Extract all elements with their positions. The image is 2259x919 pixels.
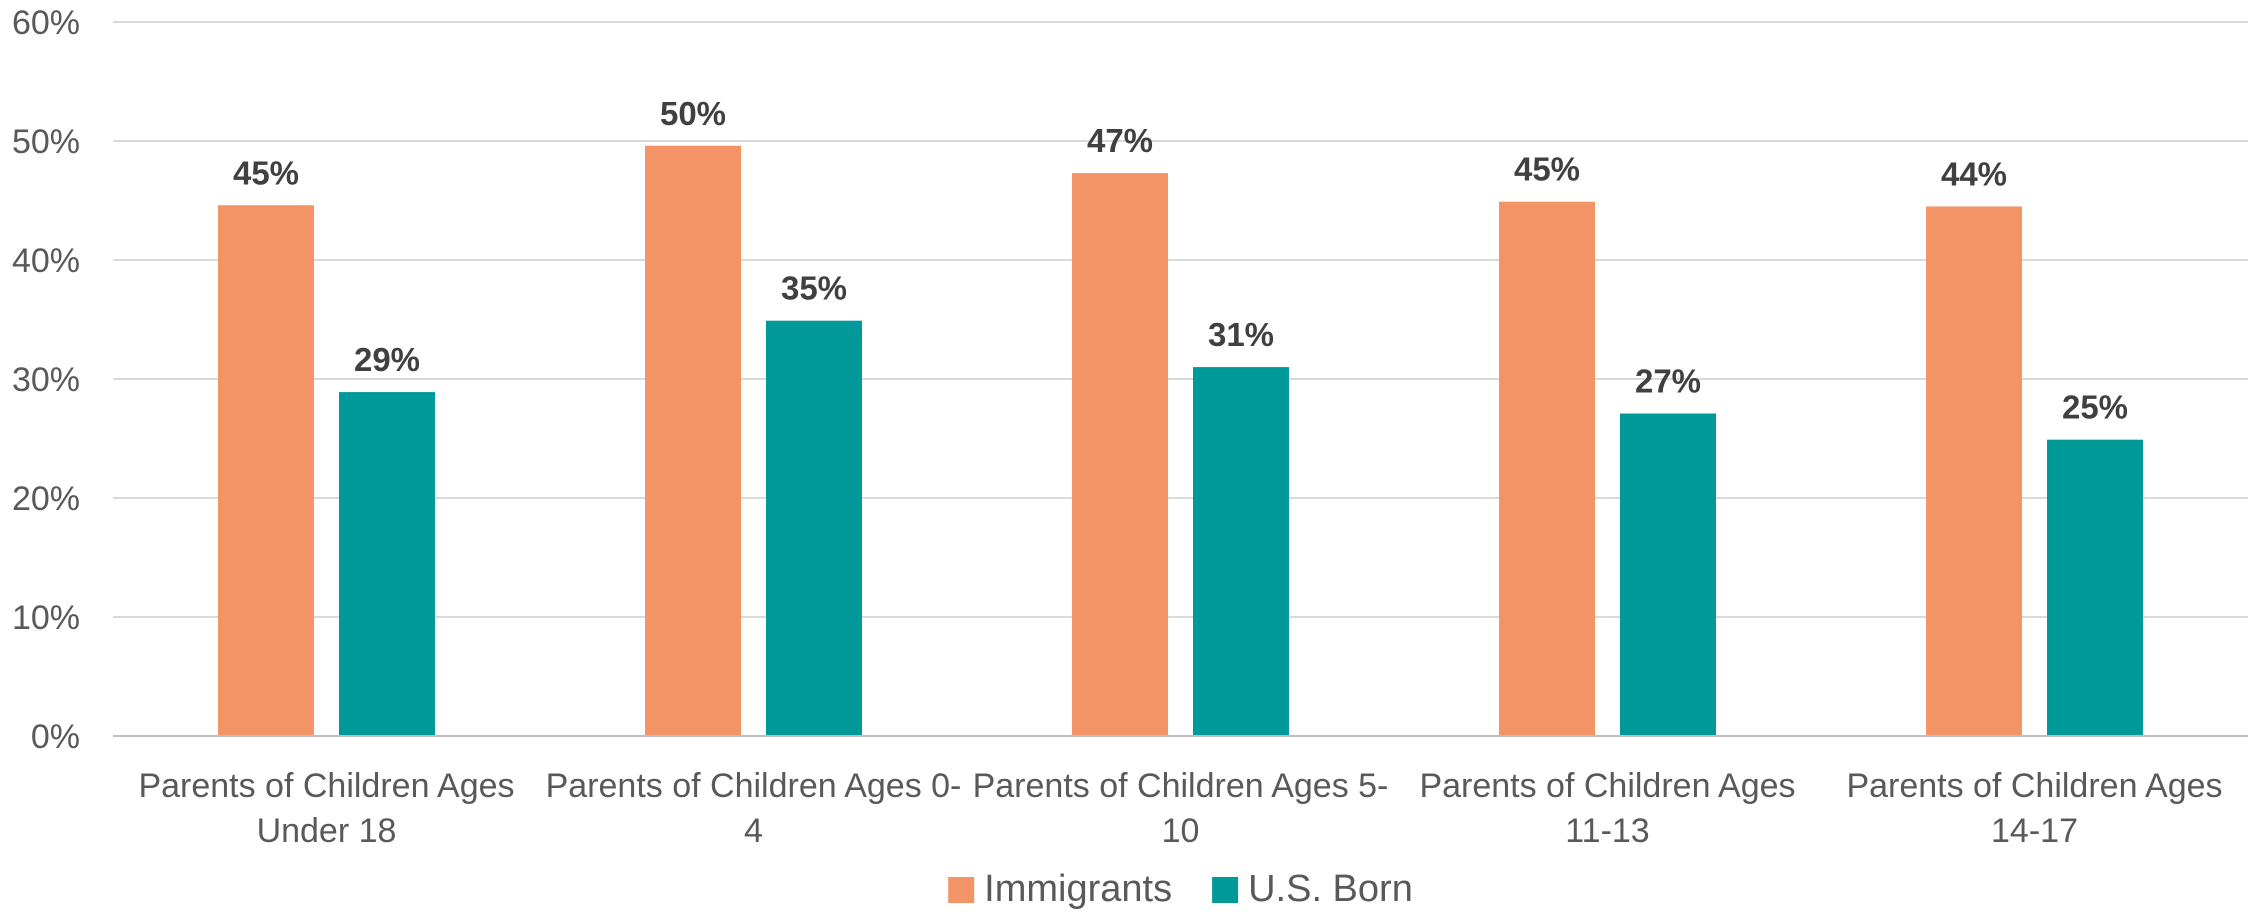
y-tick-label: 30% <box>12 361 80 399</box>
y-tick-label: 10% <box>12 599 80 637</box>
x-tick-label: Parents of Children Ages <box>138 767 514 805</box>
bar-immigrants <box>1926 206 2022 736</box>
legend-label: Immigrants <box>984 868 1172 910</box>
x-tick-label: Under 18 <box>257 812 397 850</box>
data-labels: 45% 29% 50% 35% 47% 31% 45% 27% 44% 25% <box>233 95 2128 426</box>
data-label: 31% <box>1208 316 1274 353</box>
x-axis: Parents of Children Ages Under 18 Parents … <box>113 735 2248 850</box>
bar-immigrants <box>218 205 314 736</box>
bar-immigrants <box>1499 201 1595 736</box>
y-tick-label: 40% <box>12 242 80 280</box>
legend: Immigrants U.S. Born <box>948 868 1413 910</box>
bar-us-born <box>766 320 862 736</box>
bar-us-born <box>2047 439 2143 736</box>
x-tick-label: 14-17 <box>1991 812 2078 850</box>
x-tick-label: Parents of Children Ages 5- <box>973 767 1389 805</box>
y-tick-label: 50% <box>12 123 80 161</box>
data-label: 25% <box>2062 389 2128 426</box>
x-tick-label: 10 <box>1162 812 1200 850</box>
x-tick-label: 11-13 <box>1565 812 1649 850</box>
data-label: 50% <box>660 95 726 132</box>
bar-us-born <box>1620 413 1716 736</box>
legend-swatch <box>948 877 975 903</box>
bar-us-born <box>339 392 435 736</box>
y-tick-label: 60% <box>12 4 80 42</box>
y-tick-label: 0% <box>31 718 80 756</box>
data-label: 44% <box>1941 155 2007 192</box>
y-tick-label: 20% <box>12 480 80 518</box>
data-label: 47% <box>1087 122 1153 159</box>
data-label: 45% <box>233 154 299 191</box>
x-tick-label: Parents of Children Ages <box>1846 767 2222 805</box>
y-axis-ticks: 0% 10% 20% 30% 40% 50% 60% <box>12 4 80 756</box>
data-label: 29% <box>354 341 420 378</box>
gridlines <box>113 21 2248 618</box>
data-label: 35% <box>781 270 847 307</box>
data-label: 27% <box>1635 363 1701 400</box>
x-tick-label: Parents of Children Ages <box>1419 767 1795 805</box>
x-tick-label: 4 <box>744 812 763 850</box>
bar-immigrants <box>645 145 741 736</box>
bar-us-born <box>1193 367 1289 736</box>
legend-swatch <box>1212 877 1239 903</box>
bars <box>218 145 2143 736</box>
bar-immigrants <box>1072 173 1168 736</box>
x-tick-label: Parents of Children Ages 0- <box>546 767 962 805</box>
data-label: 45% <box>1514 151 1580 188</box>
legend-label: U.S. Born <box>1248 868 1413 910</box>
